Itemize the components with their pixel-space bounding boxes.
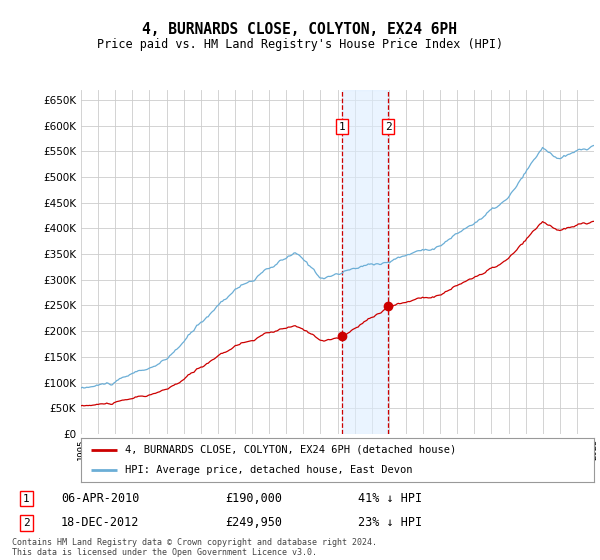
Text: 1: 1 [23,494,30,503]
Text: 41% ↓ HPI: 41% ↓ HPI [358,492,422,505]
Text: 18-DEC-2012: 18-DEC-2012 [61,516,139,529]
Text: 2: 2 [385,122,392,132]
Text: HPI: Average price, detached house, East Devon: HPI: Average price, detached house, East… [125,465,412,475]
Text: Contains HM Land Registry data © Crown copyright and database right 2024.
This d: Contains HM Land Registry data © Crown c… [12,538,377,557]
Text: Price paid vs. HM Land Registry's House Price Index (HPI): Price paid vs. HM Land Registry's House … [97,38,503,51]
Bar [342,90,388,434]
Text: 4, BURNARDS CLOSE, COLYTON, EX24 6PH (detached house): 4, BURNARDS CLOSE, COLYTON, EX24 6PH (de… [125,445,456,455]
Text: 06-APR-2010: 06-APR-2010 [61,492,139,505]
Text: £190,000: £190,000 [225,492,282,505]
Text: £249,950: £249,950 [225,516,282,529]
Text: 4, BURNARDS CLOSE, COLYTON, EX24 6PH: 4, BURNARDS CLOSE, COLYTON, EX24 6PH [143,22,458,38]
Text: 23% ↓ HPI: 23% ↓ HPI [358,516,422,529]
Text: 1: 1 [339,122,346,132]
Text: 2: 2 [23,518,30,528]
